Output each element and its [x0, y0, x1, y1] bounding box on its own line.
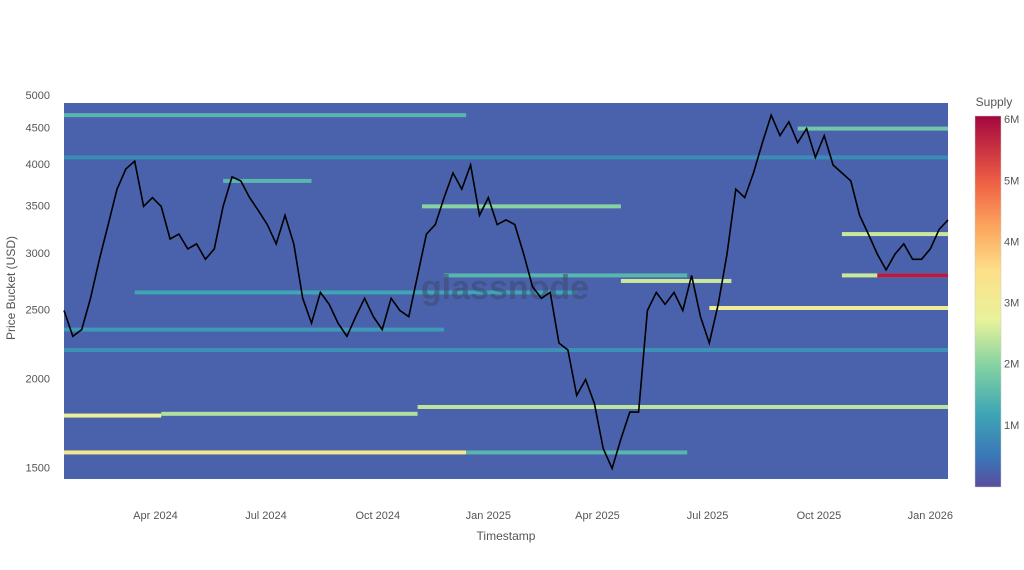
- y-tick-label: 2000: [26, 373, 50, 385]
- heat-band: [64, 327, 445, 332]
- heat-band: [417, 404, 949, 409]
- x-tick-label: Apr 2024: [133, 510, 178, 522]
- y-tick-label: 1500: [26, 462, 50, 474]
- heat-band: [422, 204, 621, 209]
- colorbar-tick-label: 4M: [1004, 236, 1019, 248]
- heat-band: [64, 450, 467, 455]
- heat-band: [64, 113, 467, 118]
- heat-band: [161, 411, 418, 416]
- colorbar: [974, 115, 1002, 488]
- heat-band: [466, 450, 688, 455]
- heat-band: [64, 413, 162, 418]
- y-axis-title: Price Bucket (USD): [4, 236, 18, 340]
- x-tick-label: Oct 2024: [355, 510, 400, 522]
- heat-band: [841, 232, 948, 237]
- colorbar-tick-label: 5M: [1004, 175, 1019, 187]
- x-axis-title: Timestamp: [477, 529, 536, 543]
- colorbar-tick-label: 1M: [1004, 420, 1019, 432]
- y-tick-label: 2500: [26, 304, 50, 316]
- heat-band: [64, 155, 948, 160]
- y-tick-label: 4500: [26, 123, 50, 135]
- colorbar-tick-label: 3M: [1004, 298, 1019, 310]
- heat-band: [797, 126, 948, 131]
- x-tick-label: Jan 2025: [466, 510, 511, 522]
- y-tick-label: 3500: [26, 200, 50, 212]
- price-line: [63, 112, 949, 471]
- y-tick-label: 3000: [26, 248, 50, 260]
- colorbar-title: Supply: [976, 95, 1013, 109]
- heat-band: [444, 273, 688, 278]
- x-tick-label: Jul 2024: [245, 510, 287, 522]
- x-tick-label: Apr 2025: [575, 510, 620, 522]
- heat-band: [620, 278, 732, 283]
- y-tick-label: 4000: [26, 159, 50, 171]
- heat-band: [223, 178, 312, 183]
- x-tick-label: Oct 2025: [797, 510, 842, 522]
- watermark: glassnode: [421, 269, 589, 307]
- x-tick-label: Jan 2026: [908, 510, 953, 522]
- y-tick-label: 5000: [26, 90, 50, 102]
- heat-band: [877, 273, 948, 278]
- heat-band: [64, 348, 948, 353]
- colorbar-tick-label: 2M: [1004, 359, 1019, 371]
- colorbar-tick-label: 6M: [1004, 114, 1019, 126]
- heat-band: [134, 290, 577, 295]
- x-tick-label: Jul 2025: [687, 510, 729, 522]
- heat-band: [709, 305, 948, 310]
